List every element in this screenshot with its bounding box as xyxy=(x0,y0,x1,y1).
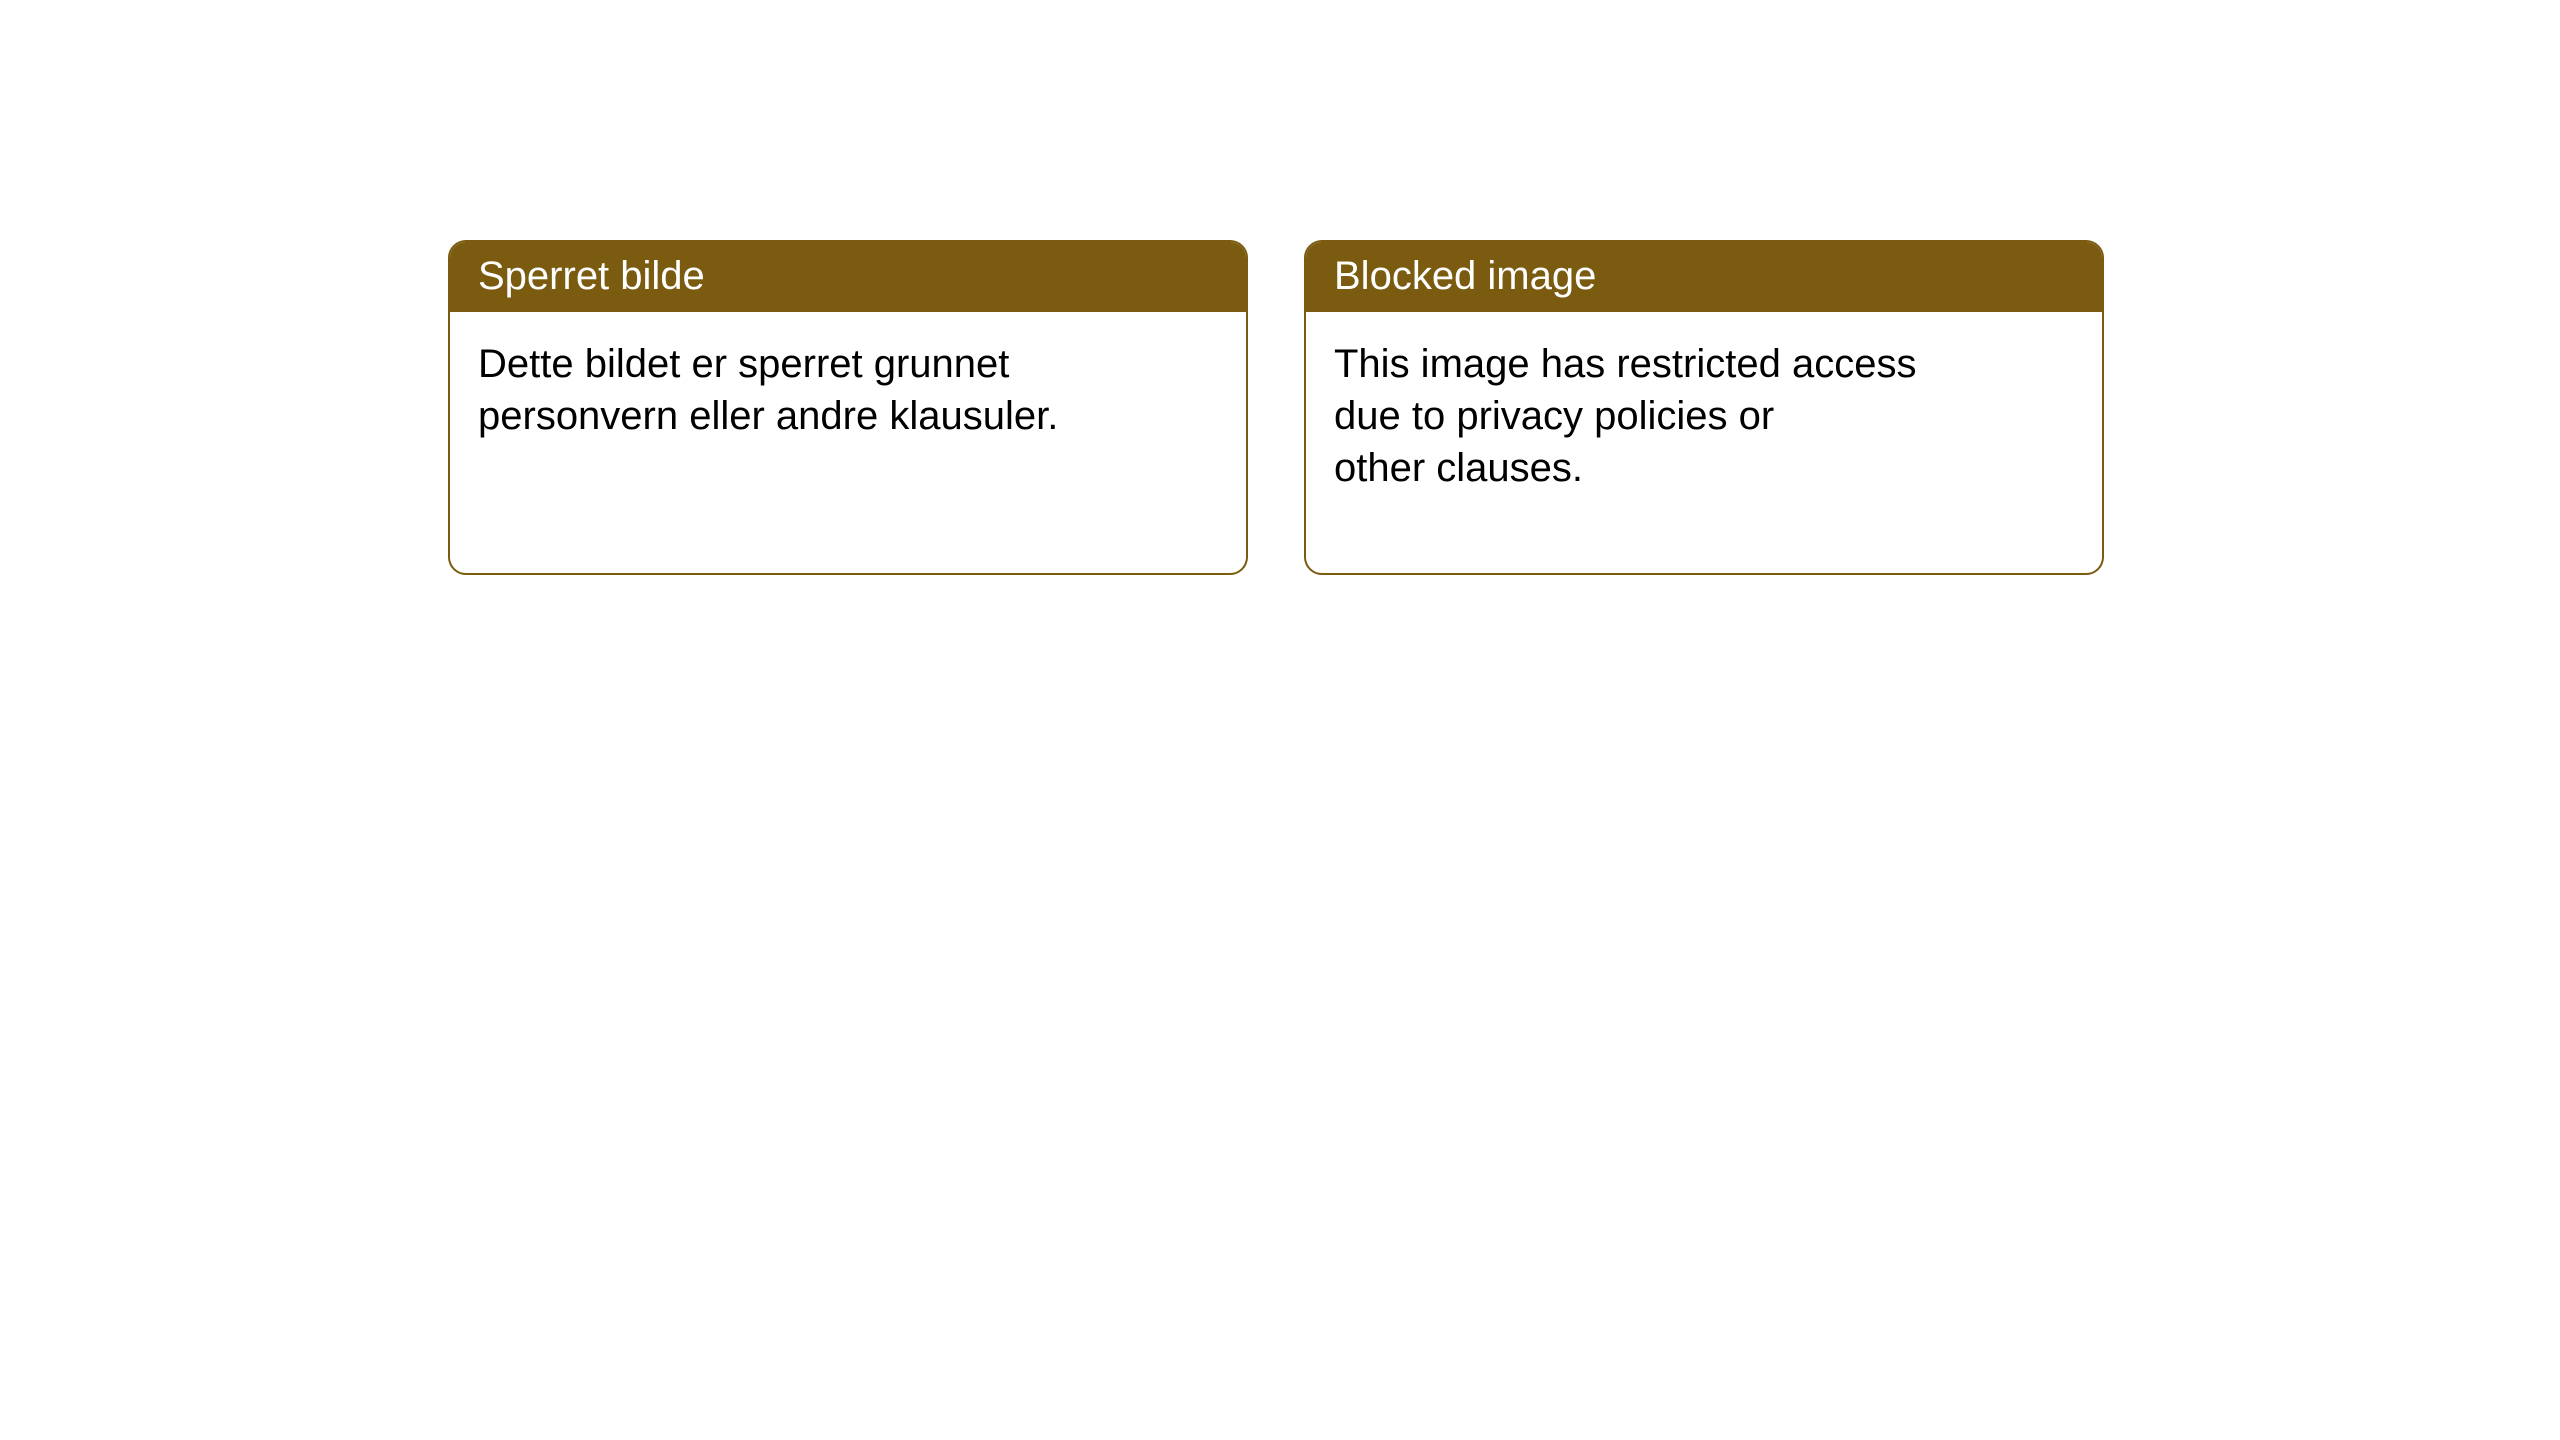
notice-card-row: Sperret bilde Dette bildet er sperret gr… xyxy=(448,240,2104,575)
notice-card-header-en: Blocked image xyxy=(1306,242,2102,312)
page-canvas: { "colors": { "header_bg": "#7a5b0f", "h… xyxy=(0,0,2560,1440)
notice-card-body-en: This image has restricted access due to … xyxy=(1306,312,2102,522)
notice-card-title-no: Sperret bilde xyxy=(478,254,705,298)
notice-card-message-no: Dette bildet er sperret grunnet personve… xyxy=(478,342,1058,438)
notice-card-message-en: This image has restricted access due to … xyxy=(1334,342,1916,490)
notice-card-no: Sperret bilde Dette bildet er sperret gr… xyxy=(448,240,1248,575)
notice-card-title-en: Blocked image xyxy=(1334,254,1596,298)
notice-card-header-no: Sperret bilde xyxy=(450,242,1246,312)
notice-card-en: Blocked image This image has restricted … xyxy=(1304,240,2104,575)
notice-card-body-no: Dette bildet er sperret grunnet personve… xyxy=(450,312,1246,470)
